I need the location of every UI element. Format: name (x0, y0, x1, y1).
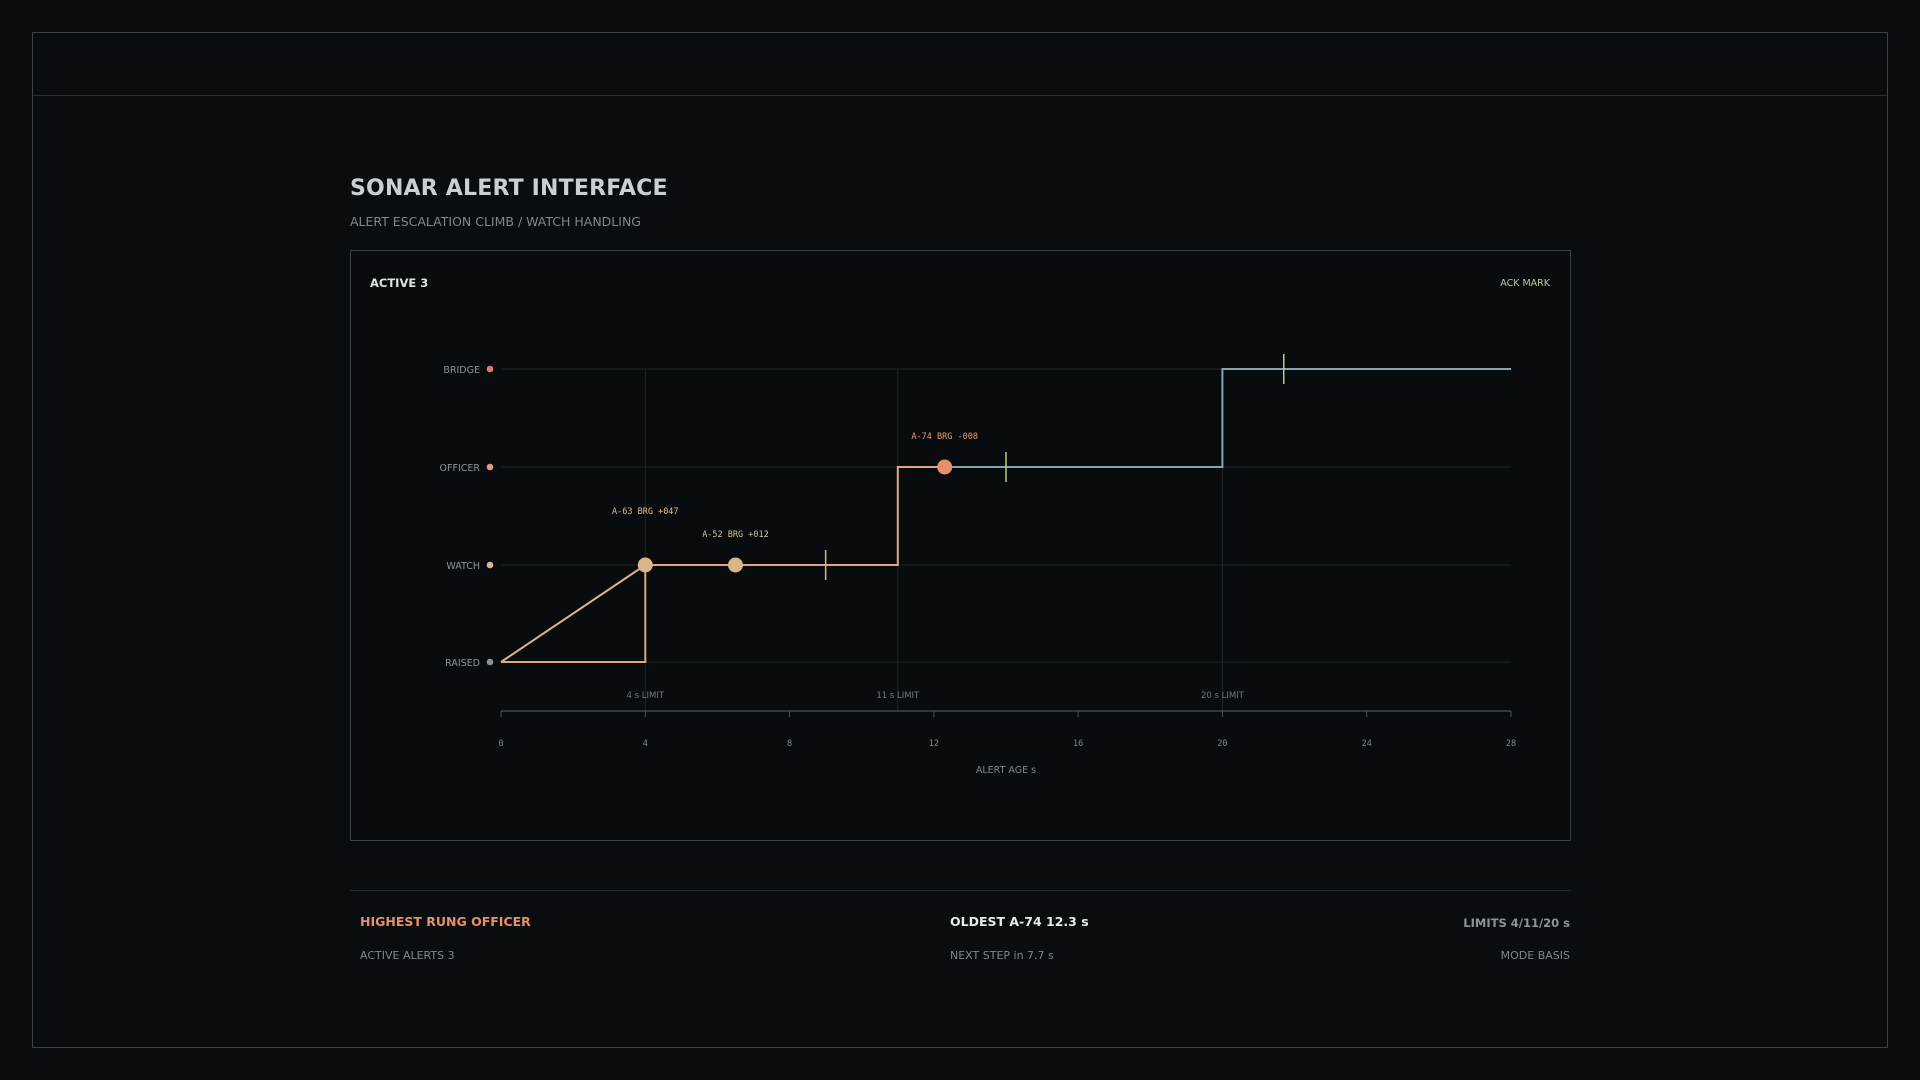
level-dot-raised (486, 658, 494, 666)
mode-label: MODE BASIS (1500, 949, 1570, 962)
alert-label-a-63: A-63 BRG +047 (612, 507, 679, 517)
active-count-label: ACTIVE 3 (370, 276, 429, 290)
active-alerts-count: ACTIVE ALERTS 3 (360, 949, 455, 962)
level-dot-bridge (486, 365, 494, 373)
escalation-trace (501, 466, 945, 663)
highest-rung-status: HIGHEST RUNG OFFICER (360, 914, 531, 929)
alert-label-a-52: A-52 BRG +012 (702, 530, 769, 540)
escalation-chart: RAISED WATCH OFFICER BRIDGE 4 s LIMIT 11 s LI… (440, 354, 1516, 776)
escalation-chart-panel: ACTIVE 3 ACK MARK RAISED WATCH OFFICER BRID… (350, 250, 1571, 841)
limits-summary: LIMITS 4/11/20 s (1463, 916, 1570, 930)
level-label-bridge: BRIDGE (443, 365, 480, 376)
outer-frame (32, 32, 1888, 1048)
alert-marker-a-52 (727, 557, 743, 573)
oldest-alert-status: OLDEST A-74 12.3 s (950, 914, 1089, 929)
level-label-officer: OFFICER (440, 463, 481, 474)
ack-mark-legend: ACK MARK (1500, 278, 1550, 289)
x-tick-label: 0 (498, 739, 503, 749)
limit-label: 20 s LIMIT (1201, 691, 1245, 701)
x-tick-label: 28 (1506, 739, 1516, 749)
x-tick-label: 20 (1217, 739, 1227, 749)
level-dot-watch (486, 561, 494, 569)
header-divider (33, 95, 1887, 96)
x-tick-label: 16 (1073, 739, 1083, 749)
level-label-watch: WATCH (446, 561, 480, 572)
level-label-raised: RAISED (445, 658, 480, 669)
alert-label-a-74: A-74 BRG -008 (911, 432, 978, 442)
footer-divider (350, 890, 1571, 891)
alert-marker-a-63 (637, 557, 653, 573)
limit-label: 11 s LIMIT (876, 691, 920, 701)
escalation-trace (500, 564, 646, 663)
alert-marker-a-74 (937, 459, 953, 475)
limit-label: 4 s LIMIT (627, 691, 665, 701)
escalation-trace (944, 368, 1511, 468)
level-dot-officer (486, 463, 494, 471)
next-step-countdown: NEXT STEP in 7.7 s (950, 949, 1054, 962)
x-tick-label: 12 (929, 739, 939, 749)
page-subtitle: ALERT ESCALATION CLIMB / WATCH HANDLING (350, 214, 641, 229)
page-title: SONAR ALERT INTERFACE (350, 176, 668, 201)
x-tick-label: 4 (643, 739, 648, 749)
x-tick-label: 8 (787, 739, 792, 749)
x-axis-title: ALERT AGE s (976, 765, 1036, 776)
x-tick-label: 24 (1362, 739, 1372, 749)
